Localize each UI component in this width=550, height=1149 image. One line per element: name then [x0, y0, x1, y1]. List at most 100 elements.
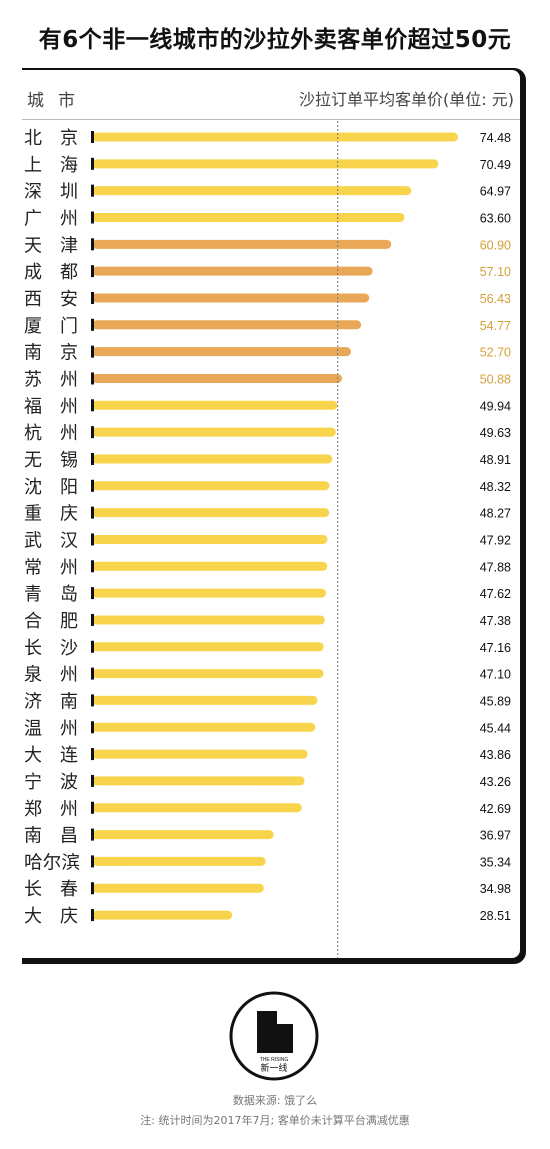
city-label: 庆	[60, 504, 78, 525]
bar	[92, 481, 330, 491]
logo-icon: THE RISING 新一线	[229, 991, 319, 1081]
bar-origin-tick	[91, 291, 94, 304]
bar	[92, 427, 336, 437]
value-label: 63.60	[480, 211, 511, 225]
value-label: 35.34	[480, 855, 511, 869]
bar-origin-tick	[91, 721, 94, 734]
city-label: 天	[24, 235, 42, 256]
bar-origin-tick	[91, 318, 94, 331]
city-label: 南	[60, 691, 78, 712]
city-label: 重	[24, 504, 42, 525]
logo-subtext: THE RISING	[260, 1057, 289, 1063]
value-label: 43.86	[480, 748, 511, 762]
city-label: 海	[60, 155, 78, 176]
value-label: 50.88	[480, 372, 511, 386]
bar-origin-tick	[91, 828, 94, 841]
value-label: 57.10	[480, 265, 511, 279]
bar	[92, 722, 316, 732]
bar-origin-tick	[91, 909, 94, 922]
value-label: 28.51	[480, 909, 511, 923]
city-label: 西	[24, 289, 42, 310]
city-label: 州	[60, 665, 78, 686]
city-label: 上	[24, 155, 42, 176]
bar-origin-tick	[91, 506, 94, 519]
bar	[92, 561, 328, 571]
value-label: 60.90	[480, 238, 511, 252]
value-label: 47.92	[480, 533, 511, 547]
city-label: 门	[60, 316, 78, 337]
bar	[92, 320, 362, 330]
city-label: 北	[24, 128, 42, 149]
value-label: 52.70	[480, 346, 511, 360]
bar-origin-tick	[91, 667, 94, 680]
bar-origin-tick	[91, 774, 94, 787]
chart-title: 有6个非一线城市的沙拉外卖客单价超过50元	[38, 27, 512, 53]
logo-brand-text: 新一线	[260, 1062, 287, 1074]
value-label: 47.38	[480, 614, 511, 628]
value-label: 45.89	[480, 694, 511, 708]
bar-origin-tick	[91, 479, 94, 492]
bar-origin-tick	[91, 560, 94, 573]
city-label: 温	[24, 718, 42, 739]
bar-origin-tick	[91, 184, 94, 197]
value-label: 48.32	[480, 480, 511, 494]
city-label: 津	[60, 235, 78, 256]
city-label: 大	[24, 745, 42, 766]
value-label: 47.62	[480, 587, 511, 601]
bar	[92, 830, 274, 840]
bar	[92, 508, 330, 518]
city-label: 南	[24, 826, 42, 847]
bar-origin-tick	[91, 533, 94, 546]
city-label: 州	[60, 369, 78, 390]
city-label: 深	[24, 182, 42, 203]
bar-origin-tick	[91, 452, 94, 465]
city-label: 沈	[24, 477, 42, 498]
bar-origin-tick	[91, 640, 94, 653]
bar-origin-tick	[91, 372, 94, 385]
bar-origin-tick	[91, 613, 94, 626]
city-label: 庆	[60, 906, 78, 927]
bar-origin-tick	[91, 855, 94, 868]
city-label: 波	[60, 772, 78, 793]
city-label: 杭	[24, 423, 42, 444]
city-label: 哈尔滨	[24, 852, 80, 873]
bar	[92, 749, 308, 759]
bar-origin-tick	[91, 882, 94, 895]
bar	[92, 266, 373, 276]
bar	[92, 588, 327, 598]
bar-origin-tick	[91, 748, 94, 761]
city-label: 成	[24, 262, 42, 283]
bar-origin-tick	[91, 426, 94, 439]
bar-origin-tick	[91, 157, 94, 170]
bar	[92, 373, 343, 383]
city-label: 春	[60, 879, 78, 900]
bar	[92, 615, 325, 625]
city-label: 福	[24, 396, 42, 417]
bar	[92, 132, 458, 142]
value-label: 56.43	[480, 292, 511, 306]
city-label: 大	[24, 906, 42, 927]
bar-origin-tick	[91, 345, 94, 358]
value-label: 47.88	[480, 560, 511, 574]
value-label: 48.91	[480, 453, 511, 467]
bar	[92, 239, 392, 249]
city-label: 合	[24, 611, 42, 632]
city-label: 无	[24, 450, 42, 471]
city-label: 苏	[24, 369, 42, 390]
city-label: 长	[24, 638, 42, 659]
city-label: 锡	[60, 450, 78, 471]
header-divider	[22, 119, 520, 120]
city-label: 肥	[60, 611, 78, 632]
bar-origin-tick	[91, 265, 94, 278]
column-header-city: 城市	[27, 91, 89, 111]
city-label: 岛	[60, 584, 78, 605]
city-label: 常	[24, 557, 42, 578]
value-label: 49.63	[480, 426, 511, 440]
bar	[92, 803, 302, 813]
bar	[92, 186, 412, 196]
value-label: 42.69	[480, 802, 511, 816]
city-label: 州	[60, 557, 78, 578]
city-label: 郑	[24, 799, 42, 820]
city-label: 沙	[60, 638, 78, 659]
bar	[92, 695, 318, 705]
